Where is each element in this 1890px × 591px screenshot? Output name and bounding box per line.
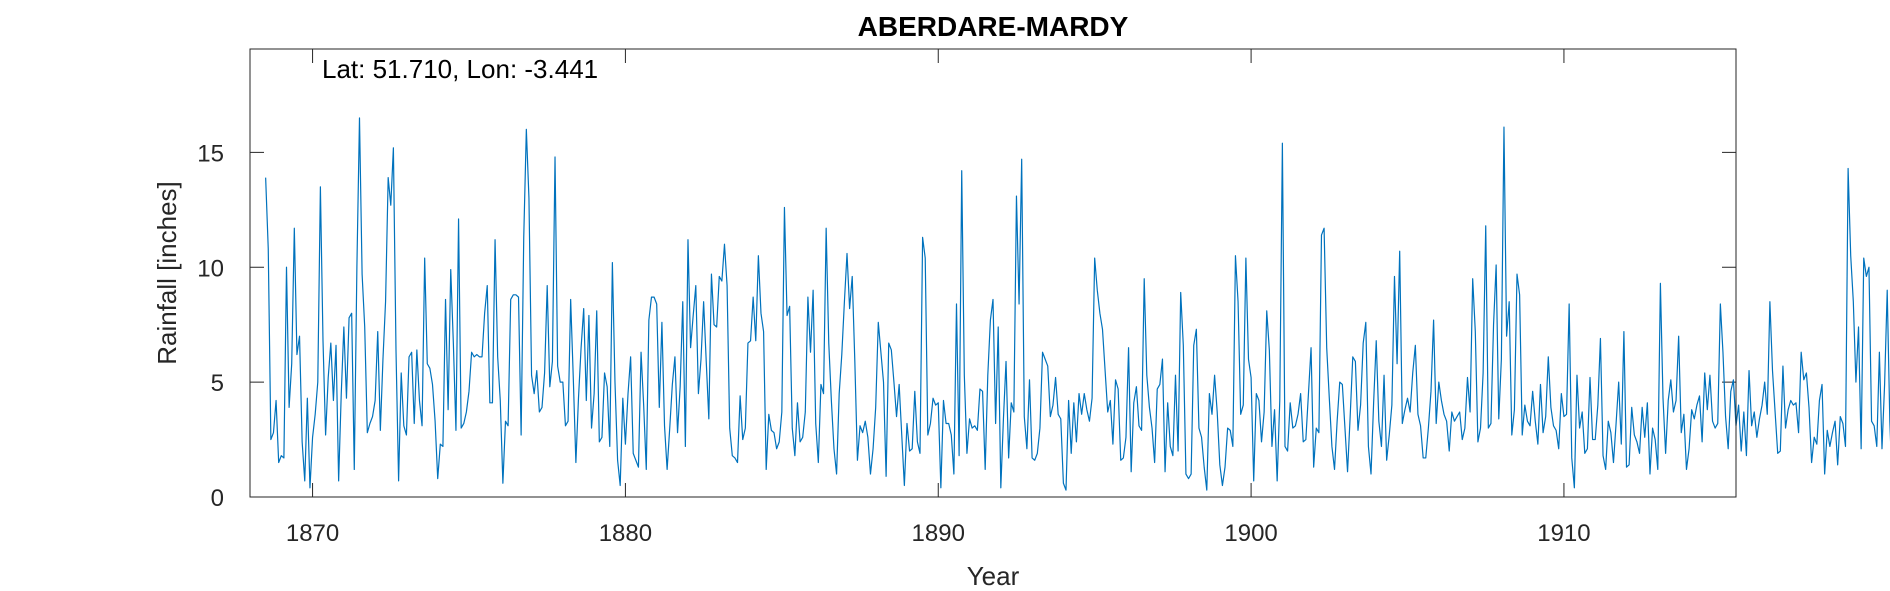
y-tick-label: 0 — [211, 485, 224, 512]
x-tick-label: 1880 — [599, 520, 652, 547]
plot-frame — [249, 48, 1737, 498]
x-tick-label: 1870 — [286, 520, 339, 547]
y-tick-label: 5 — [211, 370, 224, 397]
series-line-layer — [265, 117, 1890, 491]
x-tick-label: 1890 — [912, 520, 965, 547]
coordinates-annotation: Lat: 51.710, Lon: -3.441 — [322, 54, 598, 84]
plot-area — [250, 49, 1736, 497]
x-tick-label: 1910 — [1537, 520, 1590, 547]
y-axis-title: Rainfall [inches] — [152, 181, 182, 365]
rainfall-series-line — [265, 117, 1890, 491]
y-tick-label: 15 — [197, 140, 224, 167]
x-axis-title: Year — [967, 561, 1020, 591]
tick-labels: 1870 1880 1890 1900 1910 0 5 10 15 — [197, 140, 1590, 547]
x-tick-label: 1900 — [1224, 520, 1277, 547]
chart-title: ABERDARE-MARDY — [858, 11, 1129, 42]
y-tick-label: 10 — [197, 255, 224, 282]
